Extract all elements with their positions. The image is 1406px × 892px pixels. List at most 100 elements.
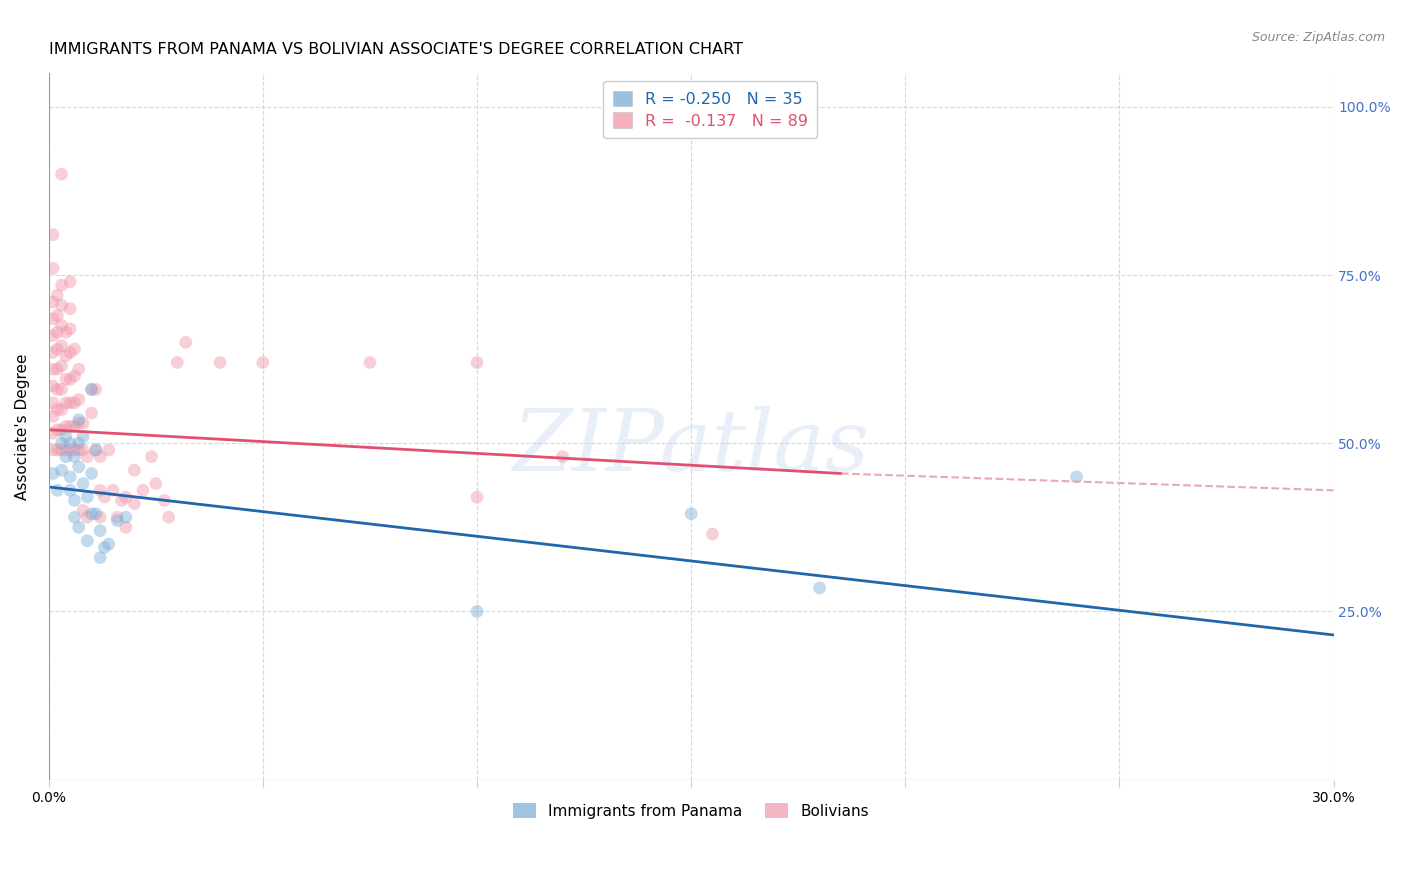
Point [465,604,488,618]
Point [42,227,65,242]
Point [46,383,69,397]
Point [67,436,90,450]
Point [132,483,155,498]
Point [46,362,69,376]
Point [101,483,124,498]
Point [681,507,703,521]
Point [46,325,69,339]
Point [55,419,77,434]
Text: Source: ZipAtlas.com: Source: ZipAtlas.com [1251,31,1385,45]
Point [80,406,103,420]
Point [67,362,90,376]
Point [46,442,69,457]
Point [145,476,167,491]
Point [72,416,94,430]
Point [55,396,77,410]
Point [42,426,65,441]
Point [84,442,107,457]
Point [59,301,82,316]
Point [105,510,128,524]
Point [97,537,120,551]
Point [153,493,176,508]
Point [166,355,188,369]
Point [42,409,65,424]
Point [55,325,77,339]
Point [51,436,73,450]
Point [59,322,82,336]
Point [59,483,82,498]
Point [51,423,73,437]
Point [252,355,274,369]
Point [46,423,69,437]
Legend: Immigrants from Panama, Bolivians: Immigrants from Panama, Bolivians [508,797,876,825]
Point [76,490,98,504]
Point [42,311,65,326]
Point [59,275,82,289]
Point [51,442,73,457]
Point [465,355,488,369]
Point [42,295,65,310]
Point [67,459,90,474]
Point [80,507,103,521]
Point [76,533,98,548]
Point [51,339,73,353]
Point [84,383,107,397]
Point [51,359,73,373]
Point [72,429,94,443]
Point [89,450,111,464]
Point [51,318,73,333]
Point [80,467,103,481]
Point [59,345,82,359]
Point [105,514,128,528]
Point [55,450,77,464]
Point [67,412,90,426]
Point [51,383,73,397]
Text: ZIPatlas: ZIPatlas [513,406,870,489]
Point [63,510,86,524]
Point [59,442,82,457]
Point [55,372,77,386]
Point [702,527,724,541]
Point [59,419,82,434]
Point [63,419,86,434]
Point [42,396,65,410]
Point [97,442,120,457]
Point [42,442,65,457]
Point [465,490,488,504]
Point [42,467,65,481]
Point [67,416,90,430]
Point [114,490,136,504]
Point [42,362,65,376]
Point [89,550,111,565]
Point [59,470,82,484]
Point [114,520,136,534]
Point [67,442,90,457]
Point [42,328,65,343]
Point [42,345,65,359]
Point [114,510,136,524]
Point [55,442,77,457]
Point [89,510,111,524]
Point [157,510,180,524]
Point [63,396,86,410]
Point [76,450,98,464]
Point [1066,470,1088,484]
Point [89,524,111,538]
Point [808,581,831,595]
Point [110,493,132,508]
Point [46,342,69,356]
Point [59,396,82,410]
Point [76,510,98,524]
Point [84,507,107,521]
Point [551,450,574,464]
Point [89,483,111,498]
Point [141,450,163,464]
Point [80,383,103,397]
Point [80,383,103,397]
Point [359,355,381,369]
Point [63,450,86,464]
Point [93,541,115,555]
Point [46,309,69,323]
Point [174,335,197,350]
Point [51,402,73,417]
